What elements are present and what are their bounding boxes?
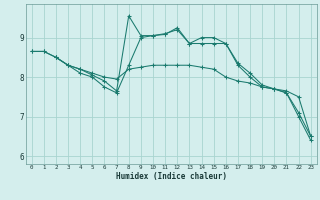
X-axis label: Humidex (Indice chaleur): Humidex (Indice chaleur)	[116, 172, 227, 181]
